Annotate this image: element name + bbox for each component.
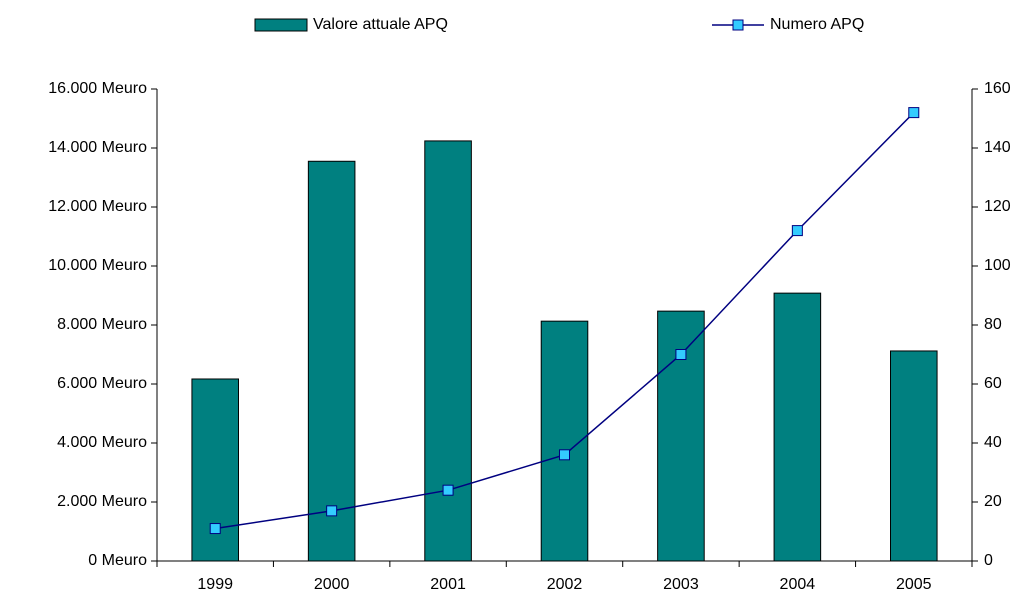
- bar: [424, 140, 472, 562]
- y2-tick-label: 120: [984, 198, 1011, 215]
- y-tick-label: 12.000 Meuro: [48, 198, 147, 215]
- y2-tick-label: 100: [984, 257, 1011, 274]
- marker: [442, 484, 454, 496]
- x-tick-label: 2005: [896, 576, 932, 593]
- y2-tick-label: 0: [984, 552, 993, 569]
- bar: [657, 310, 705, 562]
- x-tick-label: 1999: [197, 576, 233, 593]
- legend-marker: [732, 19, 744, 31]
- y-tick-label: 0 Meuro: [88, 552, 147, 569]
- marker: [675, 349, 687, 360]
- y-tick-label: 8.000 Meuro: [57, 316, 147, 333]
- bar: [307, 160, 356, 562]
- marker: [791, 225, 803, 237]
- y-tick-label: 2.000 Meuro: [57, 493, 147, 510]
- y2-tick-label: 40: [984, 434, 1002, 451]
- y-tick-label: 6.000 Meuro: [57, 375, 147, 392]
- x-tick-label: 2000: [314, 576, 350, 593]
- marker: [559, 449, 570, 461]
- bar: [773, 292, 822, 562]
- x-tick-label: 2001: [430, 576, 466, 593]
- y2-tick-label: 160: [984, 80, 1011, 97]
- legend-label: Numero APQ: [770, 16, 864, 33]
- marker: [326, 505, 338, 517]
- legend-label: Valore attuale APQ: [313, 16, 448, 33]
- bar: [890, 350, 938, 562]
- y-tick-label: 14.000 Meuro: [48, 139, 147, 156]
- y-tick-label: 16.000 Meuro: [48, 80, 147, 97]
- y-tick-label: 10.000 Meuro: [48, 257, 147, 274]
- y-tick-label: 4.000 Meuro: [57, 434, 147, 451]
- marker: [908, 107, 920, 119]
- x-tick-label: 2002: [547, 576, 583, 593]
- legend-swatch: [254, 18, 308, 32]
- y2-tick-label: 20: [984, 493, 1002, 510]
- y2-tick-label: 80: [984, 316, 1002, 333]
- y2-tick-label: 140: [984, 139, 1011, 156]
- x-tick-label: 2003: [663, 576, 699, 593]
- marker: [209, 523, 221, 535]
- y2-tick-label: 60: [984, 375, 1002, 392]
- x-tick-label: 2004: [780, 576, 816, 593]
